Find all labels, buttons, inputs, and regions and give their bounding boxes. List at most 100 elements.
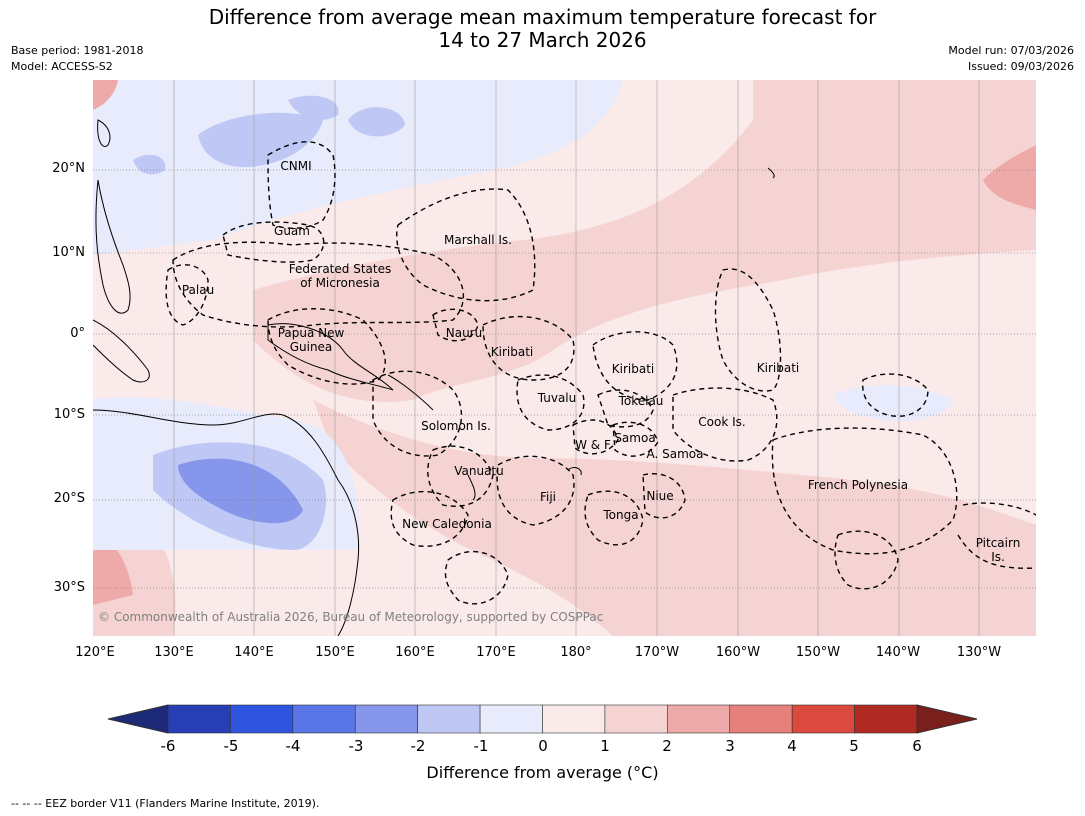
lon-tick-170w: 170°W: [634, 645, 680, 660]
eez-marquesas: [861, 373, 929, 417]
eez-legend-note: -- -- -- EEZ border V11 (Flanders Marine…: [11, 797, 320, 810]
anomaly-pos2-ne: [983, 145, 1036, 210]
label-kiribati-east: Kiribati: [757, 361, 799, 375]
colorbar-tick: 6: [912, 737, 922, 755]
colorbar-tick: -4: [285, 737, 301, 755]
eez-png: [267, 308, 386, 385]
lon-tick-150e: 150°E: [315, 645, 355, 660]
anomaly-map: CNMI Guam Marshall Is. Federated States …: [93, 80, 1036, 636]
solomon-islands-coast: [387, 374, 434, 411]
lon-tick-160e: 160°E: [395, 645, 435, 660]
colorbar-bin: [417, 704, 481, 734]
label-tokelau: Tokelau: [618, 394, 664, 408]
label-guam: Guam: [274, 224, 310, 238]
label-niue: Niue: [646, 489, 673, 503]
colorbar-bin: [354, 704, 418, 734]
lat-tick-10s: 10°S: [53, 407, 85, 422]
eez-kiribati-west: [482, 315, 575, 381]
eez-tokelau: [597, 389, 654, 428]
australia-coast: [93, 409, 360, 636]
colorbar-tick: -2: [410, 737, 426, 755]
title-line-2: 14 to 27 March 2026: [438, 28, 647, 52]
eez-cnmi: [267, 141, 336, 229]
label-pitcairn-line1: Pitcairn: [976, 536, 1021, 550]
label-png-line2: Guinea: [290, 340, 333, 354]
fiji-coast: [567, 467, 582, 476]
colorbar-bin: [167, 704, 231, 734]
label-vanuatu: Vanuatu: [454, 464, 504, 478]
colorbar-bin: [604, 704, 668, 734]
label-french-polynesia: French Polynesia: [808, 478, 908, 492]
lon-tick-130w: 130°W: [956, 645, 1002, 660]
hawaii-coast: [767, 167, 775, 179]
lon-tick-150w: 150°W: [795, 645, 841, 660]
label-pitcairn-line2: Is.: [991, 550, 1005, 564]
lon-tick-170e: 170°E: [476, 645, 516, 660]
eez-new-caledonia: [390, 490, 469, 547]
lat-tick-10n: 10°N: [52, 245, 85, 260]
label-wallis-futuna: W & F: [575, 438, 611, 452]
lat-tick-20n: 20°N: [52, 161, 85, 176]
lat-tick-0: 0°: [70, 326, 85, 341]
anomaly-pos1-band-south: [313, 400, 1036, 636]
label-palau: Palau: [182, 283, 214, 297]
colorbar-bin: [542, 704, 606, 734]
anomaly-pos1-band-north: [253, 80, 1036, 402]
label-cnmi: CNMI: [280, 159, 311, 173]
label-new-caledonia: New Caledonia: [402, 517, 492, 531]
eez-wallis-futuna: [572, 419, 619, 455]
label-cook: Cook Is.: [698, 415, 745, 429]
colorbar-tick: -3: [348, 737, 364, 755]
label-png-line1: Papua New: [278, 326, 345, 340]
label-kiribati-west: Kiribati: [491, 345, 533, 359]
meta-left: Base period: 1981-2018 Model: ACCESS-S2: [11, 43, 143, 75]
taiwan-coast: [97, 119, 111, 147]
eez-nauru: [432, 308, 479, 342]
eez-samoa: [612, 421, 659, 457]
base-period: Base period: 1981-2018: [11, 44, 144, 57]
lon-tick-180: 180°: [560, 645, 592, 660]
anomaly-pos2-nw: [93, 80, 118, 110]
label-nauru: Nauru: [446, 326, 482, 340]
colorbar-bin: [479, 704, 543, 734]
eez-palau: [165, 264, 209, 326]
lon-tick-140w: 140°W: [875, 645, 921, 660]
colorbar-tick: 2: [662, 737, 672, 755]
lon-tick-160w: 160°W: [715, 645, 761, 660]
label-fiji: Fiji: [540, 490, 556, 504]
anomaly-neg2-patch-a: [198, 112, 323, 168]
eez-niue: [642, 473, 686, 519]
colorbar-bin: [667, 704, 731, 734]
colorbar-tick: 3: [725, 737, 735, 755]
eez-kiribati-east: [714, 268, 782, 392]
colorbar-bin: [791, 704, 855, 734]
colorbar-bin: [292, 704, 356, 734]
eez-guam: [222, 221, 325, 263]
label-marshall: Marshall Is.: [444, 233, 512, 247]
eez-fiji: [496, 455, 575, 526]
colorbar-tick: 4: [787, 737, 797, 755]
colorbar-above-max: [916, 704, 978, 734]
issued-date: Issued: 09/03/2026: [967, 60, 1074, 73]
eez-norfolk: [444, 550, 509, 605]
colorbar-bin: [729, 704, 793, 734]
anomaly-neg2-patch-b: [288, 95, 339, 120]
lon-tick-140e: 140°E: [234, 645, 274, 660]
colorbar-tick: 0: [538, 737, 548, 755]
meta-right: Model run: 07/03/2026 Issued: 09/03/2026: [948, 43, 1074, 75]
eez-austral: [834, 530, 899, 590]
eez-tuvalu: [516, 374, 585, 431]
lon-tick-120e: 120°E: [75, 645, 115, 660]
eez-vanuatu: [427, 445, 494, 507]
colorbar-tick: -1: [473, 737, 489, 755]
graticule-parallels: [93, 169, 1036, 589]
label-fsm-line1: Federated States: [289, 262, 391, 276]
eez-marshall: [396, 188, 536, 302]
colorbar-tick: 1: [600, 737, 610, 755]
lat-tick-20s: 20°S: [53, 491, 85, 506]
colorbar-bin: [854, 704, 918, 734]
colorbar-tick: -5: [223, 737, 239, 755]
colorbar-tick: -6: [160, 737, 176, 755]
label-kiribati-central: Kiribati: [612, 362, 654, 376]
new-guinea-coast: [267, 323, 394, 391]
